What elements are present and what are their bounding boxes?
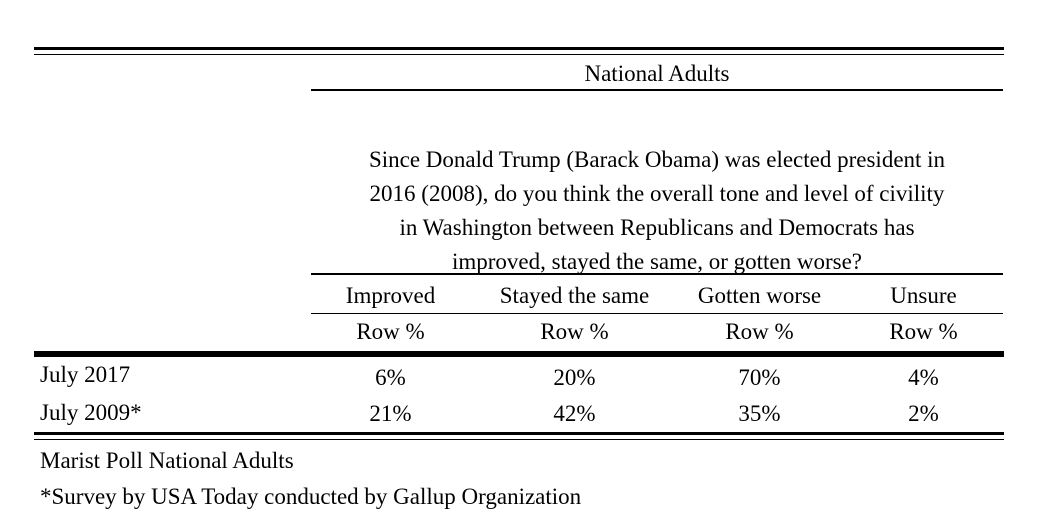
cell-value: 4% [908, 365, 939, 390]
question-line: in Washington between Republicans and De… [399, 215, 915, 240]
question-line: improved, stayed the same, or gotten wor… [451, 249, 863, 274]
subheader-row-percent: Row % [889, 319, 958, 344]
group-header-rule [311, 89, 1003, 91]
bottom-rule-thin [34, 439, 1004, 440]
header-body-rule [34, 351, 1004, 357]
question-text: Since Donald Trump (Barack Obama) was el… [311, 143, 1003, 279]
column-header-gotten-worse: Gotten worse [697, 283, 822, 308]
bottom-rule-thick [34, 432, 1004, 435]
cell-value: 21% [369, 401, 412, 426]
footnote-asterisk: *Survey by USA Today conducted by Gallup… [40, 484, 582, 509]
cell-value: 20% [553, 365, 596, 390]
cell-value: 70% [738, 365, 781, 390]
column-header-rule [311, 313, 1003, 314]
question-line: Since Donald Trump (Barack Obama) was el… [368, 147, 946, 172]
footnote-source: Marist Poll National Adults [40, 448, 294, 473]
row-label-july-2009: July 2009* [40, 400, 142, 425]
top-rule-thick [34, 47, 1004, 50]
group-header: National Adults [584, 61, 730, 86]
cell-value: 42% [553, 401, 596, 426]
subheader-row-percent: Row % [356, 319, 425, 344]
question-rule [311, 273, 1003, 275]
subheader-row-percent: Row % [540, 319, 609, 344]
row-label-july-2017: July 2017 [40, 362, 131, 387]
top-rule-thin [34, 54, 1004, 55]
cell-value: 6% [375, 365, 406, 390]
column-header-improved: Improved [345, 283, 436, 308]
question-line: 2016 (2008), do you think the overall to… [369, 181, 945, 206]
column-header-stayed-same: Stayed the same [499, 283, 650, 308]
column-header-unsure: Unsure [890, 283, 957, 308]
cell-value: 2% [908, 401, 939, 426]
cell-value: 35% [738, 401, 781, 426]
subheader-row-percent: Row % [725, 319, 794, 344]
